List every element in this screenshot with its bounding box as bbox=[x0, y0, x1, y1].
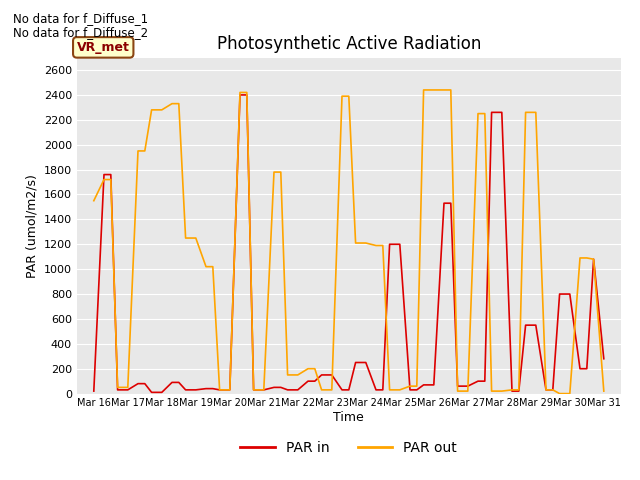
PAR out bbox=[542, 387, 550, 393]
PAR in bbox=[216, 387, 223, 393]
PAR out bbox=[270, 169, 278, 175]
PAR in bbox=[202, 386, 210, 392]
PAR in bbox=[379, 387, 387, 393]
PAR in bbox=[549, 387, 557, 393]
PAR out bbox=[90, 198, 98, 204]
PAR in bbox=[90, 388, 98, 394]
Text: No data for f_Diffuse_2: No data for f_Diffuse_2 bbox=[13, 26, 148, 39]
PAR in bbox=[148, 389, 156, 395]
PAR in bbox=[413, 387, 420, 393]
PAR in bbox=[236, 92, 244, 98]
PAR out bbox=[420, 87, 428, 93]
PAR in bbox=[284, 387, 291, 393]
PAR out bbox=[192, 235, 200, 241]
PAR out bbox=[209, 264, 216, 270]
PAR out bbox=[362, 240, 370, 246]
Legend: PAR in, PAR out: PAR in, PAR out bbox=[235, 435, 463, 461]
PAR out bbox=[556, 391, 563, 396]
Text: VR_met: VR_met bbox=[77, 41, 130, 54]
Line: PAR in: PAR in bbox=[94, 95, 604, 392]
PAR in bbox=[600, 356, 607, 361]
X-axis label: Time: Time bbox=[333, 411, 364, 424]
PAR out bbox=[600, 388, 607, 394]
Text: No data for f_Diffuse_1: No data for f_Diffuse_1 bbox=[13, 12, 148, 25]
Y-axis label: PAR (umol/m2/s): PAR (umol/m2/s) bbox=[25, 174, 38, 277]
PAR out bbox=[396, 387, 404, 393]
Line: PAR out: PAR out bbox=[94, 90, 604, 394]
Title: Photosynthetic Active Radiation: Photosynthetic Active Radiation bbox=[216, 35, 481, 53]
